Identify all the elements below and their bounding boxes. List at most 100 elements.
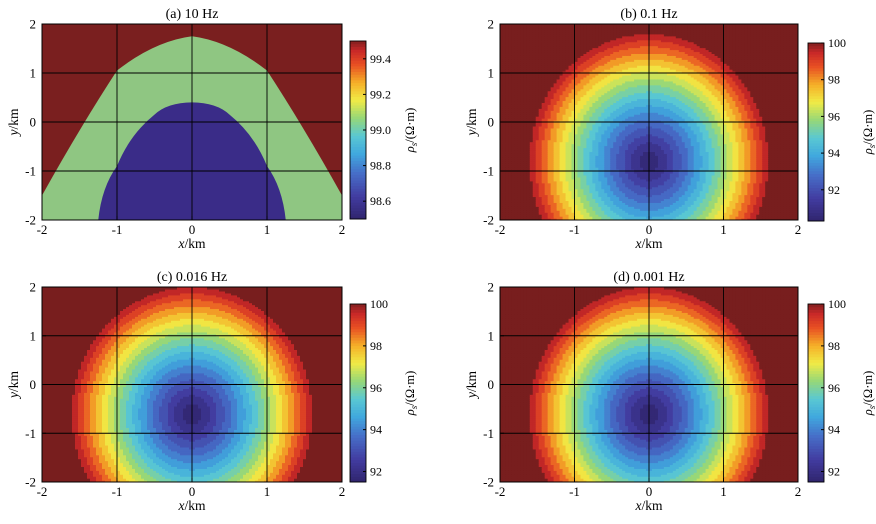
field-cell (628, 141, 632, 145)
field-cell (517, 161, 522, 164)
field-cell (616, 69, 620, 72)
field-cell (622, 27, 626, 31)
field-cell (526, 147, 531, 151)
field-cell (628, 178, 632, 182)
field-cell (535, 35, 540, 39)
field-cell (529, 67, 534, 70)
field-cell (520, 114, 525, 117)
field-cell (622, 129, 626, 133)
field-cell (601, 86, 605, 90)
field-cell (529, 122, 534, 125)
field-cell (565, 41, 570, 45)
field-cell (511, 165, 516, 168)
field-cell (586, 157, 590, 160)
field-cell (598, 118, 602, 121)
field-cell (550, 176, 555, 180)
colorbar-label-sub: s (409, 142, 419, 146)
field-cell (544, 25, 549, 29)
field-cell (619, 120, 623, 123)
field-cell (592, 163, 596, 166)
field-cell (565, 194, 570, 198)
field-cell (604, 186, 608, 190)
field-cell (640, 51, 644, 54)
field-cell (500, 147, 504, 151)
field-cell (565, 102, 570, 105)
field-cell (514, 212, 519, 215)
field-cell (613, 88, 617, 92)
field-cell (523, 73, 528, 76)
field-cell (640, 120, 644, 123)
field-cell (619, 90, 623, 94)
field-cell (616, 49, 620, 53)
field-cell (517, 67, 522, 70)
field-cell (577, 176, 582, 180)
field-cell (592, 67, 596, 70)
field-cell (550, 51, 555, 54)
field-cell (574, 192, 579, 196)
field-cell (595, 73, 599, 76)
field-cell (643, 178, 647, 182)
field-cell (625, 141, 629, 145)
field-cell (577, 129, 582, 133)
field-cell (610, 102, 614, 105)
field-cell (598, 80, 602, 84)
field-cell (562, 65, 567, 68)
field-cell (511, 84, 516, 88)
field-cell (547, 212, 552, 215)
field-cell (625, 29, 629, 33)
field-cell (631, 69, 635, 72)
field-cell (544, 120, 549, 123)
field-cell (532, 76, 537, 80)
field-cell (607, 80, 611, 84)
field-cell (505, 110, 510, 113)
field-cell (502, 80, 507, 84)
field-cell (586, 78, 590, 82)
field-cell (538, 161, 543, 164)
field-cell (619, 153, 623, 156)
field-cell (571, 92, 576, 96)
field-cell (541, 214, 546, 217)
field-cell (568, 120, 573, 123)
field-cell (535, 96, 540, 100)
field-cell (598, 161, 602, 164)
field-cell (574, 169, 579, 172)
field-cell (550, 102, 555, 105)
field-cell (598, 202, 602, 205)
field-cell (598, 180, 602, 184)
field-cell (511, 210, 516, 213)
field-cell (541, 106, 546, 109)
field-cell (514, 182, 519, 186)
field-cell (550, 31, 555, 35)
field-cell (604, 208, 608, 211)
field-cell (592, 29, 596, 33)
field-cell (547, 174, 552, 178)
plot-area (500, 24, 798, 220)
field-cell (580, 141, 585, 145)
field-cell (547, 104, 552, 107)
field-cell (535, 208, 540, 211)
field-cell (622, 145, 626, 149)
field-cell (601, 76, 605, 80)
field-cell (523, 218, 528, 220)
field-cell (517, 80, 522, 84)
field-cell (643, 145, 647, 149)
field-cell (553, 110, 558, 113)
colorbar-segment (350, 77, 366, 81)
field-cell (500, 174, 504, 178)
colorbar-segment (350, 104, 366, 109)
field-cell (580, 147, 585, 151)
field-cell (526, 123, 531, 127)
field-cell (520, 55, 525, 58)
field-cell (553, 122, 558, 125)
field-cell (565, 161, 570, 164)
field-cell (538, 165, 543, 168)
field-cell (589, 25, 593, 29)
field-cell (586, 106, 590, 109)
field-cell (643, 102, 647, 105)
field-cell (571, 155, 576, 158)
field-cell (520, 210, 525, 213)
field-cell (550, 112, 555, 115)
field-cell (535, 204, 540, 207)
field-cell (592, 196, 596, 200)
field-cell (577, 96, 582, 100)
